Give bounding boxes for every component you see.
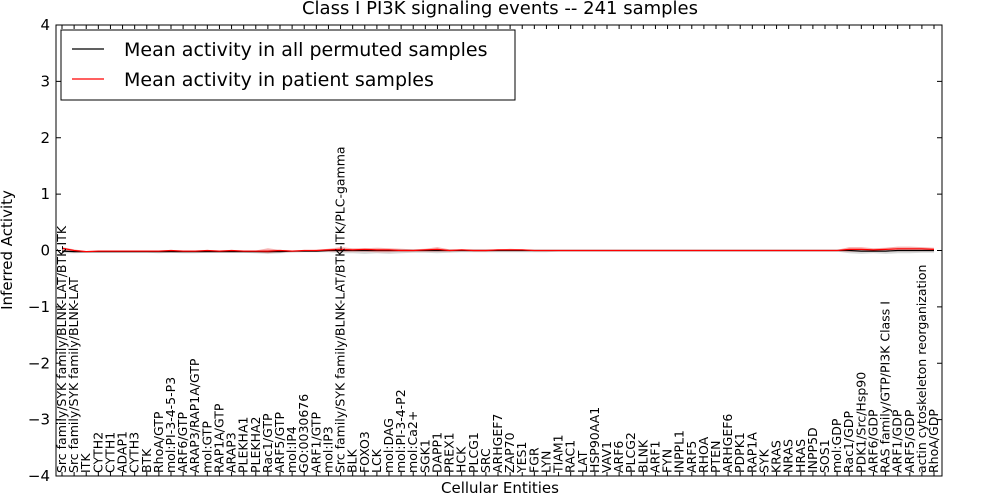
x-category-label: ARAP3	[224, 432, 239, 473]
x-category-label: PDK1/Src/Hsp90	[853, 372, 868, 473]
x-category-label: ADAP1	[115, 431, 130, 473]
x-category-label: Src family/SYK family/BLNK-LAT/BTK-ITK/P…	[333, 146, 348, 473]
y-tick-label: −3	[28, 411, 50, 429]
x-category-label: RHOA	[696, 436, 711, 473]
x-category-label: TIAM1	[551, 434, 566, 474]
x-category-label: mol:PI-3-4-5-P3	[163, 377, 178, 473]
x-category-label: RAC1	[563, 440, 578, 473]
x-category-label: RhoA/GTP	[151, 411, 166, 473]
x-category-label: ITK	[78, 453, 93, 473]
x-category-label: ARF1/GDP	[890, 409, 905, 473]
legend-box	[60, 29, 516, 101]
x-category-label: mol:PI-3-4-P2	[393, 389, 408, 473]
patient-line	[61, 247, 935, 253]
x-category-label: GO:0030676	[296, 394, 311, 473]
x-category-label: ARF1	[647, 441, 662, 473]
x-category-label: INPP5D	[805, 427, 820, 473]
x-category-label: HRAS	[793, 439, 808, 473]
x-category-label: KRAS	[769, 440, 784, 473]
x-category-label: mol:DAG	[381, 418, 396, 473]
legend: Mean activity in all permuted samples Me…	[60, 29, 516, 101]
x-category-label: ARF5/GTP	[272, 412, 287, 473]
x-category-label: ZAP70	[502, 432, 517, 473]
x-category-label: mol:GDP	[829, 418, 844, 473]
x-category-label: ARAP3/RAP1A/GTP	[187, 358, 202, 473]
plot-area: −4 −3 −2 −1 0 1 2 3 4 Src family/SYK family/BLNK…	[28, 16, 943, 485]
legend-label-patient: Mean activity in patient samples	[124, 69, 434, 91]
x-category-label: LCK	[369, 448, 384, 473]
x-category-label: Rac1/GTP	[260, 413, 275, 473]
legend-label-permuted: Mean activity in all permuted samples	[124, 39, 487, 61]
x-category-label: RAS family/GTP/PI3K Class I	[878, 301, 893, 473]
x-category-label: PLCG1	[466, 432, 481, 473]
x-category-label: BLNK	[635, 439, 650, 473]
x-category-label: mol:IP4	[284, 426, 299, 473]
y-axis-label: Inferred Activity	[0, 190, 16, 310]
x-category-label: ARF6/GTP	[175, 412, 190, 473]
series-lines	[61, 247, 935, 253]
x-category-label: BLK	[345, 448, 360, 473]
x-axis-ticks	[61, 25, 935, 476]
x-category-label: ARF5/GDP	[902, 409, 917, 473]
y-tick-label: 2	[40, 129, 50, 147]
x-category-label: ARHGEF6	[720, 414, 735, 473]
x-category-label: SGK1	[417, 439, 432, 473]
x-category-label: HCK	[454, 446, 469, 473]
x-category-label: SYK	[756, 448, 771, 473]
x-axis-label: Cellular Entities	[441, 479, 559, 497]
x-category-label: Src family/SYK family/BLNK-LAT	[66, 277, 81, 473]
x-category-label: PDPK1	[732, 432, 747, 473]
x-category-label: FOXO3	[357, 431, 372, 473]
y-tick-label: −2	[28, 354, 50, 372]
y-tick-label: 4	[40, 16, 50, 34]
x-category-label: RAP1A	[744, 432, 759, 473]
y-tick-label: 3	[40, 72, 50, 90]
x-category-label: DAPP1	[429, 432, 444, 473]
x-category-label: CYTH2	[90, 432, 105, 473]
x-category-label: LYN	[538, 451, 553, 473]
x-category-label: SOS1	[817, 439, 832, 473]
y-tick-label: 1	[40, 185, 50, 203]
x-category-label: ARF5	[684, 441, 699, 473]
x-category-label: INPPL1	[672, 430, 687, 473]
x-category-label: VAV1	[599, 441, 614, 473]
x-category-label: FYN	[660, 449, 675, 473]
x-category-label: actin cytoskeleton reorganization	[914, 264, 929, 473]
y-axis-ticks: −4 −3 −2 −1 0 1 2 3 4	[28, 16, 942, 485]
x-category-label: Src family/SYK family/BLNK-LAT/BTK-ITK	[54, 225, 69, 473]
x-category-label: ARF6/GDP	[865, 409, 880, 473]
x-category-label: CYTH1	[102, 432, 117, 473]
x-category-label: Rac1/GDP	[841, 411, 856, 473]
x-category-label: PLCG2	[623, 432, 638, 473]
x-category-label: ARF6	[611, 441, 626, 473]
x-category-label: HSP90AA1	[587, 407, 602, 473]
x-category-label: PLEKHA1	[236, 417, 251, 474]
x-category-label: YES1	[514, 442, 529, 474]
y-tick-label: −1	[28, 298, 50, 316]
x-category-label: PTEN	[708, 441, 723, 473]
x-category-label: PREX1	[442, 432, 457, 473]
y-tick-label: 0	[40, 242, 50, 260]
x-category-label: mol:Ca2+	[405, 411, 420, 473]
chart-title: Class I PI3K signaling events -- 241 sam…	[302, 0, 698, 19]
x-category-label: CYTH3	[127, 432, 142, 473]
x-category-label: BTK	[139, 448, 154, 473]
x-category-labels: Src family/SYK family/BLNK-LAT/BTK-ITKSr…	[54, 146, 941, 474]
x-category-label: mol:GTP	[199, 421, 214, 473]
x-category-label: NRAS	[781, 439, 796, 473]
x-category-label: SRC	[478, 448, 493, 473]
x-category-label: RAP1A/GTP	[211, 403, 226, 473]
x-category-label: ARHGEF7	[490, 414, 505, 473]
x-category-label: FGR	[526, 447, 541, 473]
y-tick-label: −4	[28, 467, 50, 485]
x-category-label: ARF1/GTP	[308, 411, 323, 472]
x-category-label: LAT	[575, 450, 590, 473]
x-category-label: RhoA/GDP	[926, 409, 941, 473]
x-category-label: mol:IP3	[320, 426, 335, 473]
x-category-label: PLEKHA2	[248, 417, 263, 474]
